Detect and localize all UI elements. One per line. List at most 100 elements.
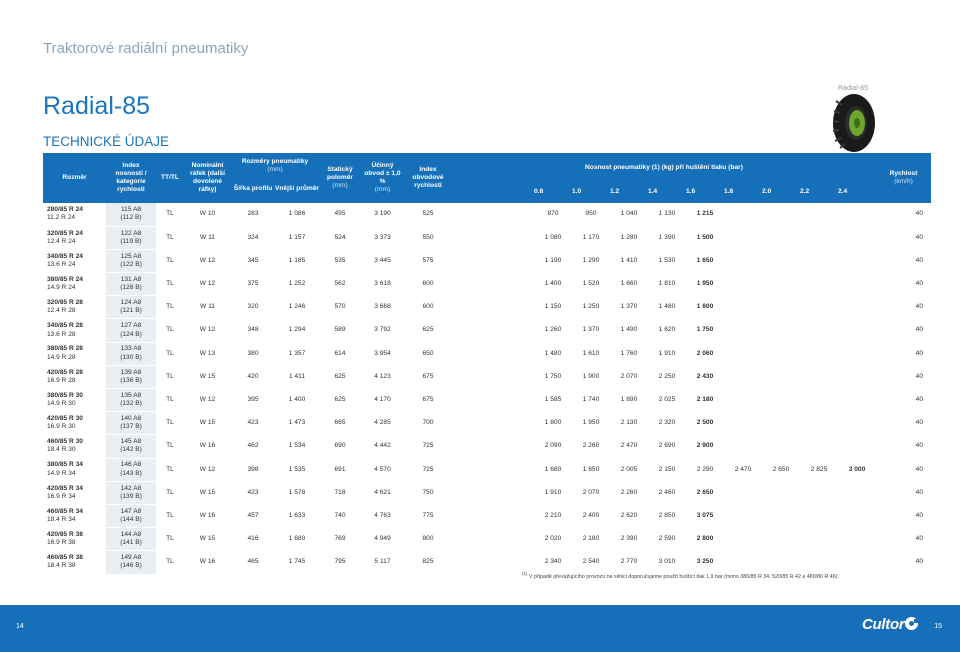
- size-cell: 340/85 R 28 13.6 R 28: [43, 318, 106, 343]
- load-index-alt: (121 B): [120, 307, 142, 315]
- size-cell: 380/85 R 28 14.9 R 28: [43, 342, 106, 366]
- load-cell: [762, 550, 800, 575]
- width-cell: 423: [231, 481, 275, 505]
- load-cell: 2 150: [648, 458, 686, 482]
- diameter-cell: 1 246: [275, 295, 319, 320]
- load-cell: 1 150: [534, 295, 572, 320]
- width-cell: 320: [231, 295, 275, 320]
- diameter-cell: 1 473: [275, 411, 319, 436]
- circ-index-cell: 625: [404, 318, 452, 343]
- load-cell: [800, 226, 838, 250]
- circ-index-cell: 825: [404, 550, 452, 575]
- pressure-header: 2.0: [762, 187, 772, 195]
- load-index-cell: 133 A8 (130 B): [106, 342, 156, 366]
- circ-index-cell: 525: [404, 203, 452, 227]
- size-cell: 320/85 R 24 12.4 R 24: [43, 226, 106, 250]
- table-row: 380/85 R 24 14.9 R 24 131 A8 (128 B) TL W 12 3…: [43, 272, 931, 297]
- load-cell: 1 080: [534, 226, 572, 250]
- size-alt: 16.9 R 34: [47, 492, 76, 500]
- speed-cell: 40: [876, 342, 931, 366]
- load-cell: 1 850: [572, 458, 610, 482]
- load-index: 115 A8: [120, 206, 142, 214]
- load-cell: 1 520: [572, 272, 610, 297]
- load-cell: [762, 226, 800, 250]
- load-index-alt: (139 B): [120, 492, 142, 500]
- load-cell: 1 250: [572, 295, 610, 320]
- load-spacer-cell: [452, 342, 534, 366]
- circ-cell: 5 117: [361, 550, 404, 575]
- load-cell: [724, 365, 762, 390]
- size-alt: 13.6 R 24: [47, 260, 76, 268]
- load-spacer-cell: [452, 458, 534, 482]
- size-alt: 11.2 R 24: [47, 214, 76, 222]
- tt-tl-cell: TL: [156, 365, 184, 390]
- load-cell: 1 480: [648, 295, 686, 320]
- speed-cell: 40: [876, 272, 931, 297]
- load-cell: 2 470: [610, 434, 648, 459]
- load-cell: [762, 527, 800, 552]
- rim-cell: W 12: [184, 249, 231, 274]
- tt-tl-cell: TL: [156, 388, 184, 413]
- load-cell: 2 620: [610, 504, 648, 529]
- load-cell: [724, 527, 762, 552]
- diameter-cell: 1 411: [275, 365, 319, 390]
- size-primary: 380/85 R 28: [47, 345, 83, 353]
- circ-cell: 3 373: [361, 226, 404, 250]
- load-cell: 1 290: [572, 249, 610, 274]
- load-index-alt: (142 B): [120, 446, 142, 454]
- speed-cell: 40: [876, 203, 931, 227]
- rim-cell: W 11: [184, 226, 231, 250]
- radius-cell: 795: [319, 550, 361, 575]
- size-cell: 280/85 R 24 11.2 R 24: [43, 203, 106, 227]
- load-cell: [724, 249, 762, 274]
- load-cell: 3 010: [648, 550, 686, 575]
- table-row: 380/85 R 28 14.9 R 28 133 A8 (130 B) TL W 13 3…: [43, 342, 931, 366]
- diameter-cell: 1 535: [275, 458, 319, 482]
- size-primary: 280/85 R 24: [47, 206, 83, 214]
- col-circ-index: Index obvodové rychlosti: [404, 153, 452, 203]
- table-row: 380/85 R 30 14.9 R 30 135 A8 (132 B) TL W 12 3…: [43, 388, 931, 413]
- load-index-cell: 125 A8 (122 B): [106, 249, 156, 274]
- table-row: 340/85 R 24 13.6 R 24 125 A8 (122 B) TL W 12 3…: [43, 249, 931, 274]
- load-index: 144 A8: [120, 530, 142, 538]
- width-cell: 395: [231, 388, 275, 413]
- width-cell: 380: [231, 342, 275, 366]
- load-cell: [800, 342, 838, 366]
- load-spacer-cell: [452, 365, 534, 390]
- tt-tl-cell: TL: [156, 458, 184, 482]
- size-cell: 380/85 R 30 14.9 R 30: [43, 388, 106, 413]
- radius-cell: 535: [319, 249, 361, 274]
- load-index-alt: (144 B): [120, 516, 142, 524]
- load-cell: 1 680: [534, 458, 572, 482]
- tire-image: [832, 94, 875, 152]
- size-primary: 420/85 R 38: [47, 530, 83, 538]
- width-cell: 420: [231, 365, 275, 390]
- load-index: 139 A8: [120, 368, 142, 376]
- pressure-header: 1.4: [648, 187, 658, 195]
- load-cell: [800, 434, 838, 459]
- diameter-cell: 1 400: [275, 388, 319, 413]
- width-cell: 375: [231, 272, 275, 297]
- load-cell: 1 170: [572, 226, 610, 250]
- diameter-cell: 1 745: [275, 550, 319, 575]
- col-width: Šířka profilu: [233, 184, 273, 192]
- radius-cell: 769: [319, 527, 361, 552]
- technical-data-table: Rozměr Index nosnosti / kategorie rychlo…: [43, 153, 931, 575]
- load-index-cell: 124 A8 (121 B): [106, 295, 156, 320]
- speed-cell: 40: [876, 527, 931, 552]
- speed-cell: 40: [876, 295, 931, 320]
- radius-cell: 570: [319, 295, 361, 320]
- load-cell: [724, 504, 762, 529]
- load-cell: [724, 550, 762, 575]
- radius-cell: 665: [319, 411, 361, 436]
- load-cell: 2 650: [762, 458, 800, 482]
- load-cell: [800, 411, 838, 436]
- tt-tl-cell: TL: [156, 318, 184, 343]
- tt-tl-cell: TL: [156, 504, 184, 529]
- load-cell: 1 390: [648, 226, 686, 250]
- tt-tl-cell: TL: [156, 249, 184, 274]
- col-speed: Rychlost (km/h): [876, 153, 931, 203]
- load-cell: [838, 272, 876, 297]
- size-primary: 460/85 R 38: [47, 554, 83, 562]
- circ-index-cell: 750: [404, 481, 452, 505]
